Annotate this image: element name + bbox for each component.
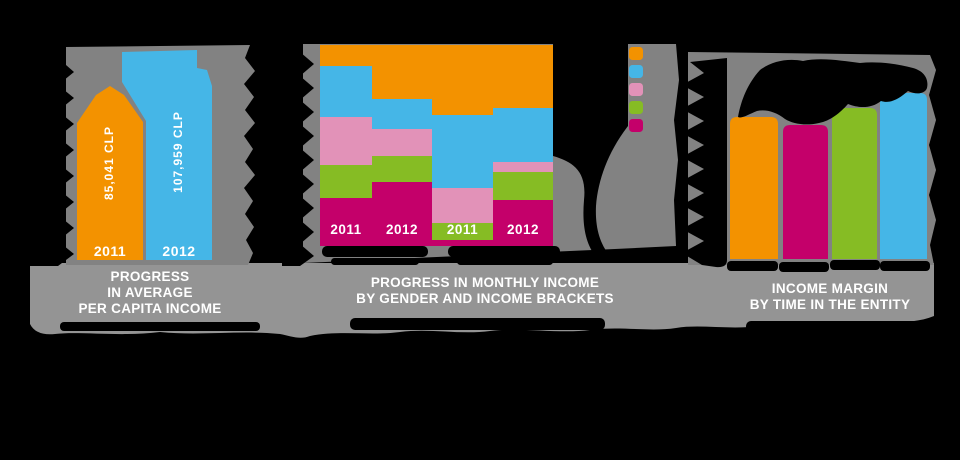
segment-orange [493,45,553,108]
bar-value-label-2011: 85,041 CLP [102,125,116,201]
year-label-2011-men: 2011 [446,222,479,237]
right-chart-y-axis-labels [682,58,727,268]
segment-pink [320,117,372,165]
legend-swatch-pink [629,83,643,96]
caption-line: INCOME MARGIN [771,281,889,296]
segment-pink [372,129,432,156]
caption-line: IN AVERAGE [107,285,193,300]
middle-chart-legend-swatches [629,47,643,132]
stacked-bar-2012-men [493,45,553,246]
year-label-2011-women: 2011 [330,222,362,237]
bar-2012-per-capita [122,50,212,260]
legend-swatch-blue [629,65,643,78]
left-chart-y-axis-labels [28,58,74,266]
middle-chart-legend-text [553,44,628,261]
year-label-2012-men: 2012 [506,222,540,237]
caption-band [30,263,934,338]
segment-green [372,156,432,182]
legend-swatch-orange [629,47,643,60]
caption-line: PROGRESS IN MONTHLY INCOME [370,275,600,290]
footnote-text-strips [60,318,924,332]
segment-orange [372,45,432,99]
middle-chart-group-label-right [448,246,560,265]
segment-pink [493,162,553,172]
segment-orange [432,45,493,115]
caption-line: PROGRESS [110,269,190,284]
caption-monthly-income: PROGRESS IN MONTHLY INCOME BY GENDER AND… [330,275,640,307]
stacked-bar-2012-women [372,45,432,246]
segment-green [320,165,372,198]
stacked-bar-2011-men [432,45,493,246]
year-label-2012-women: 2012 [385,222,419,237]
middle-chart-y-axis-labels [282,52,314,266]
legend-swatch-magenta [629,119,643,132]
segment-green [493,172,553,200]
caption-per-capita-income: PROGRESS IN AVERAGE PER CAPITA INCOME [46,269,254,317]
right-chart-value-labels [738,59,928,125]
bar-value-label-2012: 107,959 CLP [171,111,185,193]
segment-magenta [432,240,493,246]
segment-magenta [372,182,432,246]
segment-orange [320,45,372,66]
segment-magenta [493,200,553,246]
footnote-middle [350,318,605,330]
year-label-2012: 2012 [162,243,196,259]
segment-blue [493,108,553,162]
segment-blue [432,115,493,188]
bar-time-3 [832,108,877,259]
middle-chart-group-label-left [322,246,428,265]
bar-time-1 [730,117,778,259]
bar-time-2 [783,125,828,259]
year-label-2011: 2011 [93,243,127,259]
right-chart-x-axis-labels [727,260,930,272]
caption-line: BY GENDER AND INCOME BRACKETS [356,291,614,306]
bar-time-4 [880,93,927,259]
caption-income-margin: INCOME MARGIN BY TIME IN THE ENTITY [726,281,934,313]
segment-green [432,223,493,240]
segment-blue [320,66,372,117]
segment-pink [432,188,493,223]
caption-line: BY TIME IN THE ENTITY [749,297,911,312]
legend-swatch-green [629,101,643,114]
stacked-bar-2011-women [320,45,372,246]
footnote-right [746,321,924,332]
bar-2011-per-capita [77,86,143,260]
caption-line: PER CAPITA INCOME [78,301,222,316]
footnote-left [60,322,260,331]
segment-magenta [320,198,372,246]
segment-blue [372,99,432,129]
